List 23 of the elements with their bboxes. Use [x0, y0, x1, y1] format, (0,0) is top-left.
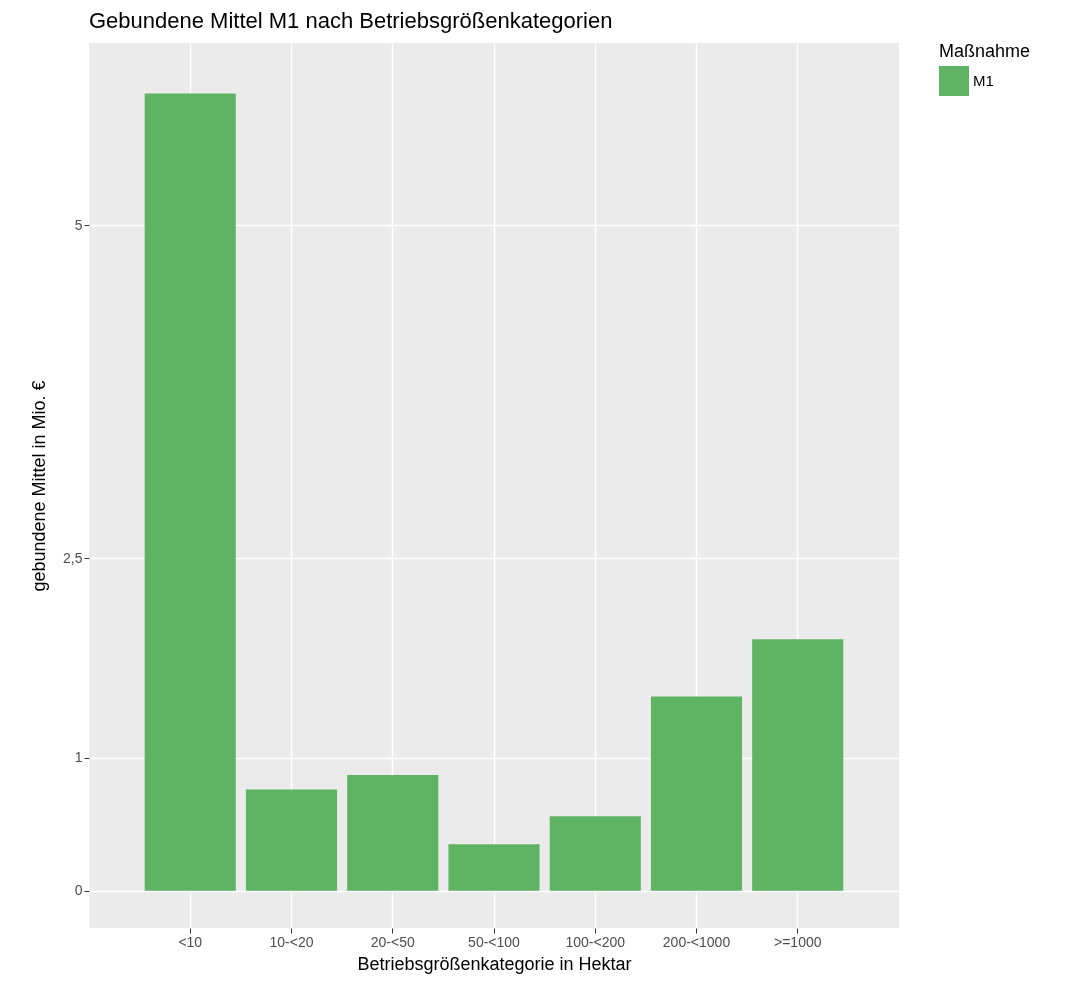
- y-axis-title: gebundene Mittel in Mio. €: [29, 380, 50, 592]
- y-tick-label: 5: [74, 216, 83, 233]
- legend-label: M1: [973, 72, 994, 89]
- bar: [448, 844, 540, 891]
- x-tick-label: 100-<200: [565, 933, 626, 950]
- y-tick-label: 2,5: [63, 549, 83, 566]
- bar: [245, 789, 338, 891]
- x-tick-label: 50-<100: [468, 933, 521, 950]
- bar: [752, 639, 844, 891]
- bar: [650, 696, 743, 891]
- chart-title: Gebundene Mittel M1 nach Betriebsgrößenkategorien: [89, 8, 613, 33]
- x-tick-label: <10: [178, 933, 203, 950]
- x-tick-label: >=1000: [774, 933, 822, 950]
- y-tick-label: 1: [74, 749, 83, 766]
- bar: [549, 816, 641, 891]
- x-tick-label: 200-<1000: [662, 933, 731, 950]
- bar: [144, 93, 236, 891]
- bar: [347, 774, 439, 891]
- y-tick-label: 0: [74, 882, 83, 899]
- x-tick-label: 10-<20: [269, 933, 314, 950]
- x-axis-title: Betriebsgrößenkategorie in Hektar: [357, 953, 632, 974]
- x-tick-label: 20-<50: [370, 933, 415, 950]
- legend-title: Maßnahme: [939, 41, 1031, 61]
